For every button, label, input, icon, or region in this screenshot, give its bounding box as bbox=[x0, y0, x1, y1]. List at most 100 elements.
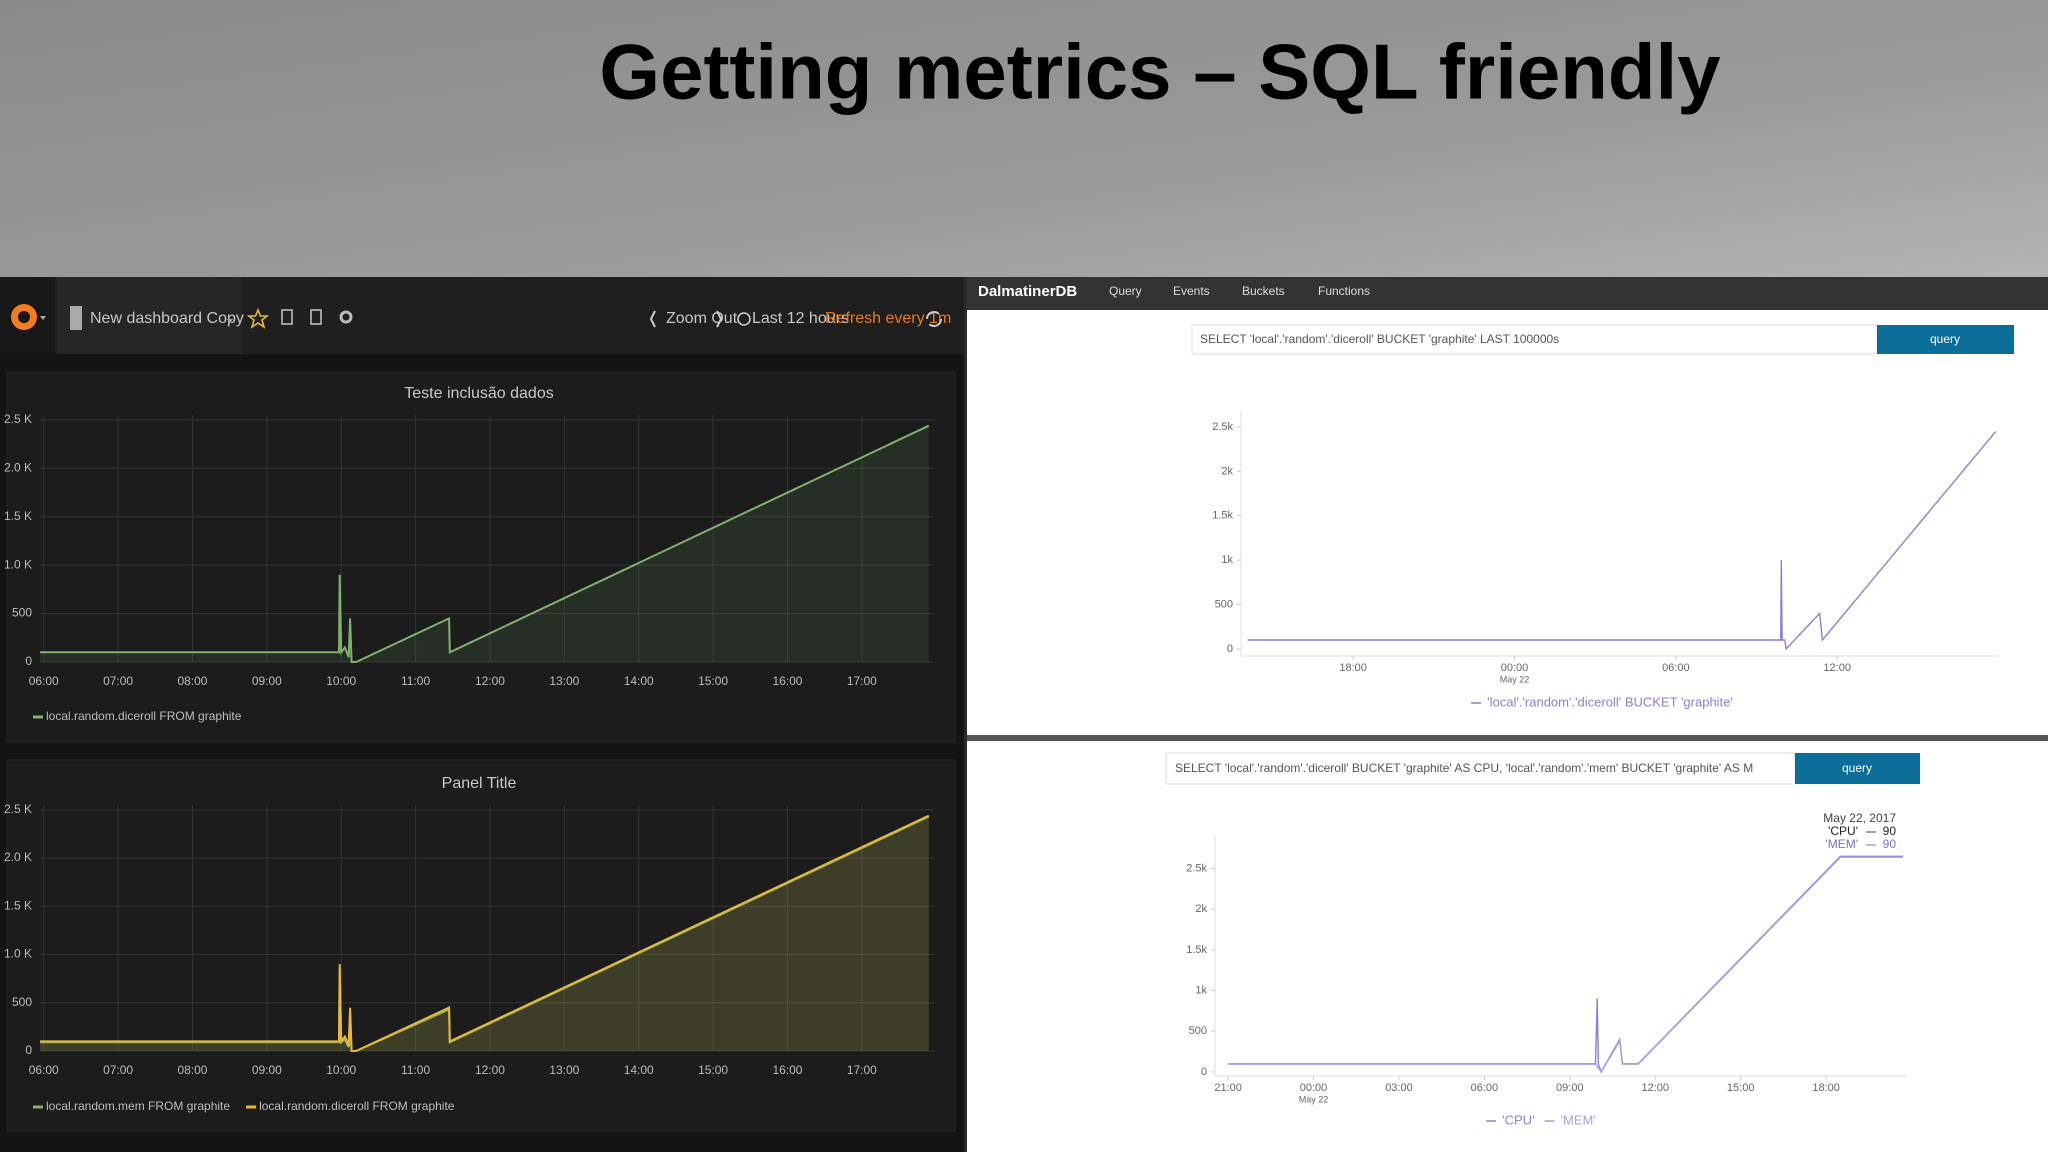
query-button-label[interactable]: query bbox=[1930, 332, 1960, 346]
slide-title: Getting metrics – SQL friendly bbox=[599, 28, 1720, 116]
y-tick-label: 1.5 K bbox=[4, 509, 32, 523]
x-tick-label: 16:00 bbox=[772, 1063, 802, 1077]
y-tick-label: 1.0 K bbox=[4, 557, 32, 571]
x-tick-label: 08:00 bbox=[177, 674, 207, 688]
x-tick-label: 06:00 bbox=[1662, 662, 1690, 674]
time-range[interactable]: Last 12 hours bbox=[752, 310, 849, 327]
x-tick-label: 08:00 bbox=[177, 1063, 207, 1077]
panel bbox=[6, 371, 956, 743]
panel-title[interactable]: Teste inclusão dados bbox=[404, 385, 553, 402]
y-tick-label: 500 bbox=[12, 606, 32, 620]
nav-item[interactable]: Buckets bbox=[1242, 284, 1285, 298]
query-button[interactable] bbox=[1877, 325, 2014, 354]
y-tick-label: 500 bbox=[1189, 1025, 1207, 1037]
save-icon[interactable] bbox=[310, 309, 322, 325]
x-tick-label: 15:00 bbox=[1727, 1082, 1755, 1094]
x-tick-label: 07:00 bbox=[103, 1063, 133, 1077]
tooltip-value: 90 bbox=[1883, 824, 1897, 838]
query-input[interactable] bbox=[1191, 324, 1878, 355]
nav-item[interactable]: Functions bbox=[1318, 284, 1370, 298]
x-tick-label: 11:00 bbox=[401, 1063, 430, 1077]
y-tick-label: 1k bbox=[1195, 984, 1207, 996]
x-tick-label: 00:00 bbox=[1501, 662, 1529, 674]
y-tick-label: 1k bbox=[1221, 554, 1233, 566]
tooltip-value: 90 bbox=[1883, 837, 1897, 851]
x-tick-label: 09:00 bbox=[252, 1063, 282, 1077]
y-tick-label: 0 bbox=[25, 1043, 32, 1057]
navbar bbox=[967, 277, 2048, 310]
y-tick-label: 1.5 K bbox=[4, 898, 32, 912]
legend-label: 'CPU' bbox=[1502, 1112, 1534, 1127]
query-button[interactable] bbox=[1795, 753, 1920, 784]
nav-item[interactable]: Query bbox=[1109, 284, 1142, 298]
tooltip-date: May 22, 2017 bbox=[1823, 811, 1896, 825]
legend-label: 'MEM' bbox=[1561, 1112, 1596, 1127]
tooltip-name: 'CPU' bbox=[1828, 824, 1858, 838]
zoom-out[interactable]: Zoom Out bbox=[666, 310, 738, 327]
next-icon[interactable] bbox=[716, 310, 723, 328]
dashboard-picker[interactable] bbox=[57, 277, 242, 354]
query-button-label[interactable]: query bbox=[1842, 761, 1872, 775]
y-tick-label: 500 bbox=[12, 995, 32, 1009]
legend-swatch bbox=[246, 1105, 257, 1109]
panel-title[interactable]: Panel Title bbox=[442, 775, 517, 792]
y-tick-label: 0 bbox=[1227, 643, 1233, 655]
refresh-interval[interactable]: Refresh every 1m bbox=[825, 310, 951, 327]
series-area bbox=[40, 815, 929, 1051]
x-tick-sublabel: May 22 bbox=[1299, 1094, 1329, 1104]
x-tick-label: 09:00 bbox=[1556, 1082, 1584, 1094]
legend-label: 'local'.'random'.'diceroll' BUCKET 'grap… bbox=[1487, 694, 1733, 709]
separator bbox=[967, 735, 2048, 741]
y-tick-label: 2.0 K bbox=[4, 850, 32, 864]
dashboard-name[interactable]: New dashboard Copy bbox=[90, 310, 244, 327]
x-tick-label: 10:00 bbox=[326, 1063, 356, 1077]
series-line bbox=[40, 814, 930, 1052]
brand[interactable]: DalmatinerDB bbox=[978, 283, 1077, 300]
grafana-logo-inner bbox=[18, 311, 30, 323]
x-tick-label: 13:00 bbox=[549, 1063, 579, 1077]
series-line bbox=[1228, 856, 1903, 1074]
y-tick-label: 2.5k bbox=[1186, 862, 1207, 874]
x-tick-label: 18:00 bbox=[1812, 1082, 1840, 1094]
y-tick-label: 1.0 K bbox=[4, 947, 32, 961]
x-tick-sublabel: May 22 bbox=[1500, 674, 1530, 684]
y-tick-label: 1.5k bbox=[1186, 944, 1207, 956]
y-tick-label: 2.0 K bbox=[4, 460, 32, 474]
x-tick-label: 17:00 bbox=[847, 1063, 877, 1077]
x-tick-label: 12:00 bbox=[475, 674, 505, 688]
x-tick-label: 15:00 bbox=[698, 1063, 728, 1077]
slide-header bbox=[0, 0, 2048, 277]
x-tick-label: 11:00 bbox=[401, 674, 430, 688]
x-tick-label: 18:00 bbox=[1339, 662, 1367, 674]
legend-swatch bbox=[33, 1105, 43, 1109]
x-tick-label: 06:00 bbox=[29, 1063, 59, 1077]
caret bbox=[40, 316, 46, 320]
x-tick-label: 17:00 bbox=[847, 674, 877, 688]
share-icon[interactable] bbox=[281, 309, 293, 325]
refresh-icon[interactable] bbox=[926, 311, 942, 327]
y-tick-label: 2.5k bbox=[1212, 421, 1233, 433]
x-tick-label: 10:00 bbox=[326, 674, 356, 688]
y-tick-label: 2.5 K bbox=[4, 412, 32, 426]
x-tick-label: 06:00 bbox=[1471, 1082, 1499, 1094]
series-line bbox=[1247, 430, 1997, 651]
y-tick-label: 0 bbox=[1201, 1066, 1207, 1078]
star-icon[interactable] bbox=[246, 307, 270, 329]
query-input[interactable] bbox=[1165, 752, 1796, 785]
legend-label: local.random.mem FROM graphite bbox=[46, 1099, 230, 1113]
legend-label: local.random.diceroll FROM graphite bbox=[259, 1099, 455, 1113]
x-tick-label: 06:00 bbox=[29, 674, 59, 688]
x-tick-label: 14:00 bbox=[624, 674, 654, 688]
nav-item[interactable]: Events bbox=[1173, 284, 1210, 298]
series-line bbox=[40, 424, 930, 663]
dashboard-icon bbox=[70, 306, 82, 330]
series-area bbox=[40, 425, 929, 662]
query-text[interactable]: SELECT 'local'.'random'.'diceroll' BUCKE… bbox=[1200, 332, 1559, 346]
x-tick-label: 14:00 bbox=[624, 1063, 654, 1077]
settings-icon[interactable] bbox=[339, 310, 353, 324]
x-tick-label: 12:00 bbox=[1641, 1082, 1669, 1094]
prev-icon[interactable] bbox=[649, 310, 656, 328]
query-text[interactable]: SELECT 'local'.'random'.'diceroll' BUCKE… bbox=[1175, 761, 1753, 775]
x-tick-label: 12:00 bbox=[1823, 662, 1851, 674]
